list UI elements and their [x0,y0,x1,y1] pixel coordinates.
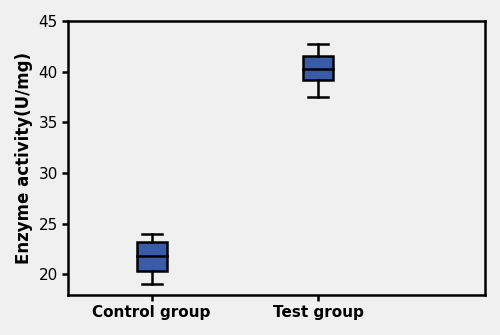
FancyBboxPatch shape [304,57,334,80]
FancyBboxPatch shape [136,242,166,271]
Y-axis label: Enzyme activity(U/mg): Enzyme activity(U/mg) [15,52,33,264]
